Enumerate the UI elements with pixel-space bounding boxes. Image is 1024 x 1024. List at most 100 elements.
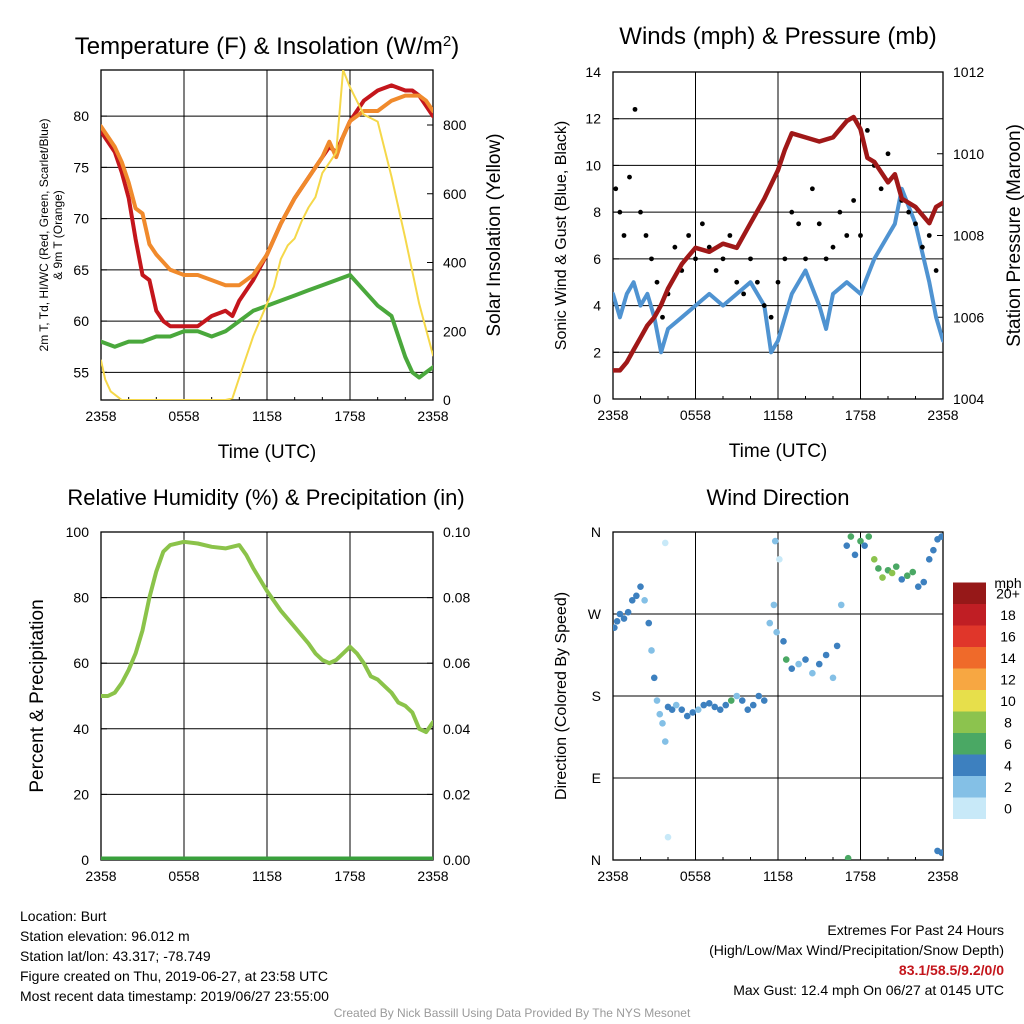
gust-point — [693, 256, 698, 262]
direction-point — [837, 601, 845, 609]
direction-point — [888, 569, 896, 577]
recent-data-text: Most recent data timestamp: 2019/06/27 2… — [20, 988, 329, 1004]
gust-point — [613, 186, 619, 192]
station-info: Location: Burt Station elevation: 96.012… — [20, 906, 329, 1006]
y-tick-label: 0 — [81, 852, 89, 868]
gust-point — [768, 314, 774, 320]
direction-point — [770, 601, 778, 609]
y2-tick-label: 0 — [443, 392, 451, 408]
x-tick-label: 1158 — [763, 868, 793, 884]
station-pressure-line — [613, 114, 943, 373]
direction-point — [822, 651, 830, 659]
direction-point — [861, 542, 868, 549]
gust-point — [926, 233, 932, 238]
y2-tick-label: 1006 — [953, 309, 984, 325]
plot-area — [613, 106, 943, 373]
y-axis-label: Sonic Wind & Gust (Blue, Black) — [553, 121, 570, 350]
gust-point — [734, 279, 740, 285]
temperature-insolation-panel: Temperature (F) & Insolation (W/m2)2358 0… — [37, 33, 505, 464]
extremes-box: Extremes For Past 24 Hours (High/Low/Max… — [709, 920, 1004, 1000]
gust-point — [823, 256, 829, 262]
y2-tick-label: 0.04 — [443, 721, 470, 737]
y2-tick-label: 800 — [443, 117, 467, 133]
legend-label: 14 — [1000, 650, 1016, 666]
legend-label: 10 — [1000, 693, 1016, 709]
x-tick-label: 2358 — [85, 868, 116, 884]
gust-point — [699, 221, 705, 227]
legend-label: 12 — [1000, 671, 1016, 687]
y-tick-label: 75 — [73, 159, 89, 175]
gust-point — [627, 174, 632, 180]
gust-point — [761, 303, 767, 308]
y-tick-label: N — [591, 852, 601, 868]
y-tick-label: 6 — [593, 251, 601, 267]
direction-point — [780, 638, 787, 645]
gust-point — [713, 268, 719, 273]
direction-point — [678, 706, 686, 713]
gust-point — [686, 233, 692, 238]
direction-point — [870, 556, 878, 563]
gust-point — [830, 244, 836, 250]
direction-point — [641, 597, 648, 604]
direction-point — [661, 539, 669, 547]
direction-point — [650, 674, 658, 682]
direction-point — [788, 665, 796, 672]
td-line — [101, 273, 433, 380]
x-tick-label: 2358 — [597, 868, 628, 884]
gust-point — [643, 233, 649, 238]
legend-swatch — [953, 625, 986, 647]
direction-point — [613, 617, 621, 625]
humidity-precipitation-panel: Relative Humidity (%) & Precipitation (i… — [27, 485, 470, 884]
gust-point — [796, 221, 802, 227]
y2-tick-label: 0.02 — [443, 786, 470, 802]
y-tick-label: 55 — [73, 364, 89, 380]
direction-point — [782, 656, 790, 663]
gust-point — [775, 279, 781, 285]
gust-point — [672, 244, 678, 250]
legend-label: 8 — [1004, 714, 1012, 730]
direction-point — [892, 563, 900, 570]
gust-point — [754, 279, 760, 285]
y-tick-label: 80 — [73, 108, 89, 124]
relative-humidity-line — [101, 539, 433, 735]
y-tick-label: 60 — [73, 313, 89, 329]
legend-label: 4 — [1004, 757, 1012, 773]
direction-point — [722, 701, 730, 709]
direction-point — [744, 706, 752, 713]
legend-swatch — [953, 776, 986, 798]
gust-point — [660, 314, 665, 320]
direction-point — [656, 710, 664, 718]
direction-point — [645, 619, 653, 627]
y-tick-label: 14 — [585, 64, 601, 80]
direction-point — [930, 546, 937, 554]
legend-label: 0 — [1004, 800, 1012, 816]
direction-point — [683, 712, 691, 720]
y-axis-label: Percent & Precipitation — [27, 599, 48, 792]
direction-point — [689, 709, 697, 716]
x-tick-label: 2358 — [417, 868, 448, 884]
y-tick-label: W — [588, 606, 602, 622]
direction-point — [898, 576, 906, 583]
direction-point — [938, 849, 943, 857]
x-tick-label: 1758 — [845, 868, 876, 884]
direction-point — [672, 701, 680, 709]
direction-point — [771, 537, 779, 545]
x-tick-label: 0558 — [168, 408, 199, 424]
x-tick-label: 2358 — [597, 407, 628, 423]
direction-point — [857, 537, 864, 545]
gust-point — [919, 244, 925, 250]
plot-area — [101, 539, 433, 860]
chart-title: Wind Direction — [706, 485, 849, 510]
legend-label: 20+ — [996, 585, 1020, 601]
legend-swatch — [953, 690, 986, 712]
direction-point — [620, 615, 628, 622]
gust-point — [844, 233, 850, 238]
gust-point — [878, 186, 884, 192]
gust-point — [816, 221, 822, 227]
gust-point — [809, 186, 815, 192]
gust-point — [638, 209, 643, 215]
y-tick-label: 70 — [73, 211, 89, 227]
y-tick-label: 8 — [593, 204, 601, 220]
